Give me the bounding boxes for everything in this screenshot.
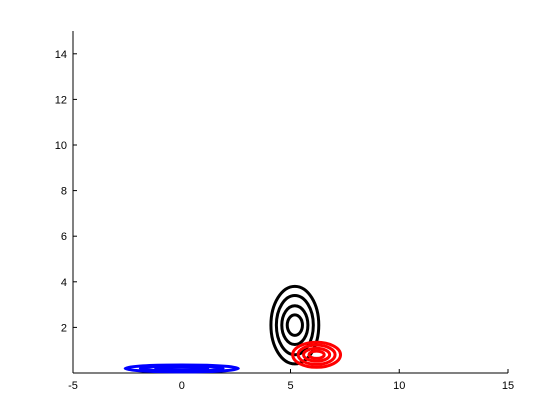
y-tick-label: 12 — [55, 94, 67, 106]
x-tick-label: 0 — [179, 380, 185, 392]
x-tick-label: -5 — [68, 380, 78, 392]
contour-level-2-0 — [291, 340, 343, 369]
contour-level-1-0 — [269, 284, 321, 366]
x-tick-label: 15 — [502, 380, 514, 392]
y-tick-label: 8 — [61, 186, 67, 198]
y-tick-label: 14 — [55, 49, 67, 61]
contour-level-1-1 — [274, 293, 315, 357]
contour-level-2-1 — [296, 343, 337, 366]
y-tick-label: 10 — [55, 140, 67, 152]
contour-level-1-3 — [285, 313, 304, 337]
x-tick-label: 5 — [287, 380, 293, 392]
contour-lines — [123, 284, 343, 374]
y-tick-label: 4 — [61, 277, 67, 289]
contour-level-0-2 — [154, 365, 210, 372]
contour-level-1-2 — [280, 304, 310, 346]
contour-level-2-3 — [307, 349, 326, 360]
contour-level-2-2 — [302, 346, 332, 363]
plot-axes: -5 0 5 10 15 2 4 6 8 10 12 14 — [55, 31, 514, 392]
y-tick-label: 2 — [61, 322, 67, 334]
y-tick-label: 6 — [61, 231, 67, 243]
x-tick-label: 10 — [393, 380, 405, 392]
